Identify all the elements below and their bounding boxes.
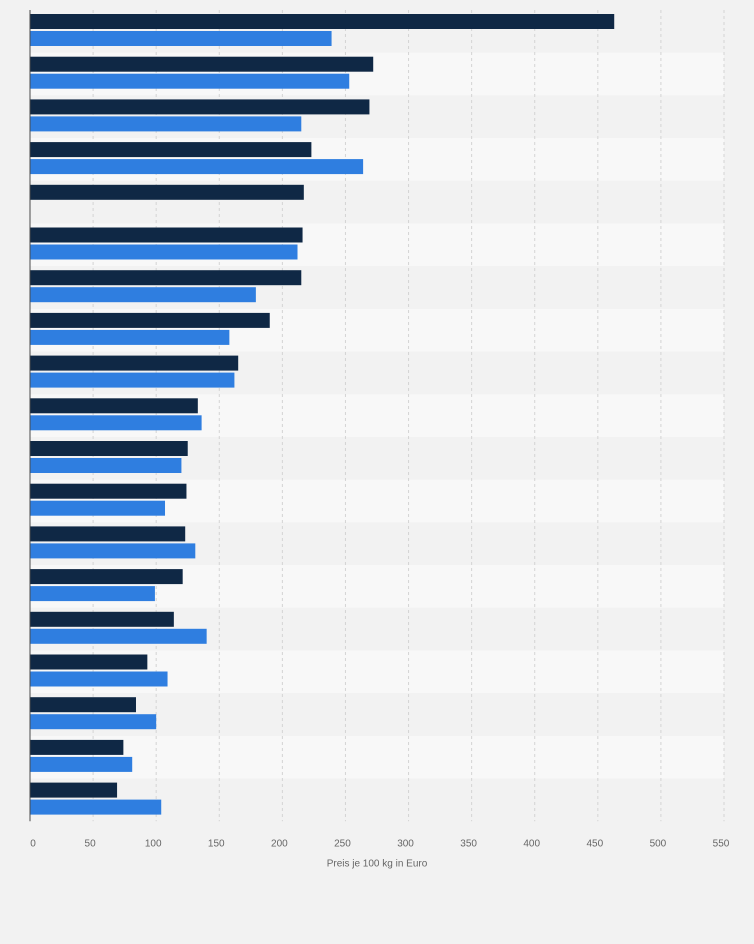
x-tick-label: 500 [650,838,667,849]
bar-series-2 [30,287,256,303]
x-tick-label: 450 [586,838,603,849]
bar-series-1 [30,56,374,72]
bar-series-1 [30,355,239,371]
bar-series-2 [30,415,202,431]
bar-series-1 [30,227,303,243]
x-tick-label: 0 [30,838,36,849]
bar-series-1 [30,14,615,29]
bar-series-2 [30,159,364,175]
bar-series-2 [30,586,155,602]
bar-series-2 [30,31,332,46]
bar-series-2 [30,543,196,559]
x-tick-label: 400 [523,838,540,849]
bar-series-1 [30,99,370,115]
bar-series-2 [30,458,182,473]
row-band [30,735,724,779]
bar-series-2 [30,116,302,132]
bar-series-2 [30,799,162,815]
bars [30,14,615,815]
x-tick-label: 550 [713,838,730,849]
bar-series-1 [30,654,148,670]
bar-series-1 [30,697,136,713]
bar-series-2 [30,500,166,516]
bar-series-2 [30,73,350,89]
bar-series-1 [30,398,198,414]
x-tick-label: 50 [85,838,97,849]
bar-series-1 [30,611,174,627]
x-axis-ticks: 0 50 100 150 200 250 300 350 400 450 500 550 [30,838,730,849]
bar-series-1 [30,569,183,585]
bar-series-1 [30,441,188,456]
bar-series-1 [30,739,124,755]
bar-series-2 [30,244,298,260]
x-tick-label: 300 [397,838,414,849]
bar-series-1 [30,312,270,328]
bar-series-2 [30,628,207,644]
bar-series-1 [30,184,304,200]
bar-series-1 [30,483,187,499]
x-tick-label: 100 [145,838,162,849]
bar-series-1 [30,142,312,158]
x-tick-label: 150 [208,838,225,849]
bar-series-2 [30,329,230,345]
x-tick-label: 350 [460,838,477,849]
bar-series-2 [30,372,235,388]
x-tick-label: 250 [334,838,351,849]
bar-series-2 [30,671,168,687]
bar-series-1 [30,782,118,798]
bar-series-1 [30,526,186,542]
bar-series-2 [30,756,133,772]
x-axis-label: Preis je 100 kg in Euro [327,858,428,869]
bar-series-2 [30,714,157,730]
x-tick-label: 200 [271,838,288,849]
bar-series-1 [30,270,302,286]
